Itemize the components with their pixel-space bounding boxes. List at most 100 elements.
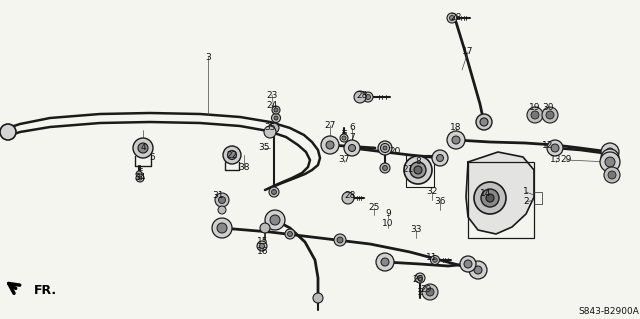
Text: 18: 18 [451,123,461,132]
Text: 19: 19 [529,103,541,113]
Text: 29: 29 [420,286,432,294]
Circle shape [447,131,465,149]
Circle shape [601,149,619,167]
Circle shape [606,154,614,162]
Text: 10: 10 [382,219,394,228]
Circle shape [365,94,371,100]
Bar [406,155,434,187]
Text: 8: 8 [415,157,421,166]
Circle shape [449,16,454,20]
Circle shape [480,118,488,126]
Text: 33: 33 [410,226,422,234]
Circle shape [340,134,348,142]
Circle shape [460,256,476,272]
Text: 35: 35 [264,123,276,132]
Text: 14: 14 [480,189,492,198]
Text: S843-B2900A: S843-B2900A [578,307,639,316]
Circle shape [410,162,426,178]
Circle shape [271,189,276,195]
Circle shape [342,136,346,140]
Circle shape [0,124,16,140]
Text: 9: 9 [385,210,391,219]
Circle shape [342,192,354,204]
Text: 34: 34 [134,174,146,182]
Text: FR.: FR. [34,284,57,296]
Circle shape [381,144,390,152]
Text: 28: 28 [451,13,461,23]
Circle shape [285,229,295,239]
Circle shape [432,150,448,166]
Text: 25: 25 [368,204,380,212]
Text: 35: 35 [259,144,269,152]
Circle shape [337,237,343,243]
Circle shape [287,232,292,236]
Text: 36: 36 [435,197,445,206]
Circle shape [551,144,559,152]
Text: 4: 4 [140,144,146,152]
Circle shape [404,156,432,184]
Circle shape [264,126,276,138]
Circle shape [417,276,422,280]
Circle shape [531,111,539,119]
Circle shape [474,182,506,214]
Circle shape [348,196,352,200]
Circle shape [546,111,554,119]
Circle shape [601,143,619,161]
Circle shape [260,223,270,233]
Text: 20: 20 [389,147,401,157]
Text: 27: 27 [324,121,336,130]
Text: 5: 5 [149,153,155,162]
Circle shape [464,260,472,268]
Text: 16: 16 [257,248,269,256]
Circle shape [383,166,387,170]
Circle shape [431,256,440,264]
Circle shape [349,145,355,152]
Circle shape [270,215,280,225]
Text: 23: 23 [266,91,278,100]
Circle shape [415,273,425,283]
Circle shape [383,146,387,150]
Circle shape [138,176,142,180]
Text: 12: 12 [542,140,554,150]
Text: 13: 13 [550,155,562,165]
Circle shape [269,123,279,133]
Circle shape [422,284,438,300]
Text: 22: 22 [227,151,237,160]
Circle shape [218,206,226,214]
Text: 7: 7 [349,133,355,143]
Circle shape [447,13,457,23]
Circle shape [527,107,543,123]
Circle shape [542,107,558,123]
Circle shape [476,114,492,130]
Text: 6: 6 [349,123,355,132]
Circle shape [259,243,264,249]
Text: 21: 21 [403,166,413,174]
Text: 28: 28 [356,91,368,100]
Circle shape [334,234,346,246]
Circle shape [547,140,563,156]
Text: 32: 32 [426,188,438,197]
Circle shape [414,166,422,174]
Circle shape [269,187,279,197]
Circle shape [363,92,373,102]
Circle shape [605,157,615,167]
Circle shape [452,136,460,144]
Circle shape [604,167,620,183]
Text: 3: 3 [205,53,211,62]
Circle shape [217,223,227,233]
Circle shape [380,163,390,173]
Circle shape [481,189,499,207]
Text: 1: 1 [523,188,529,197]
Text: 28: 28 [344,190,356,199]
Circle shape [474,266,482,274]
Circle shape [274,116,278,120]
Circle shape [274,108,278,112]
Circle shape [212,218,232,238]
Circle shape [608,171,616,179]
Circle shape [136,174,144,182]
Circle shape [313,293,323,303]
Circle shape [215,193,229,207]
Text: 11: 11 [426,254,438,263]
Text: 38: 38 [238,164,250,173]
Circle shape [381,258,389,266]
